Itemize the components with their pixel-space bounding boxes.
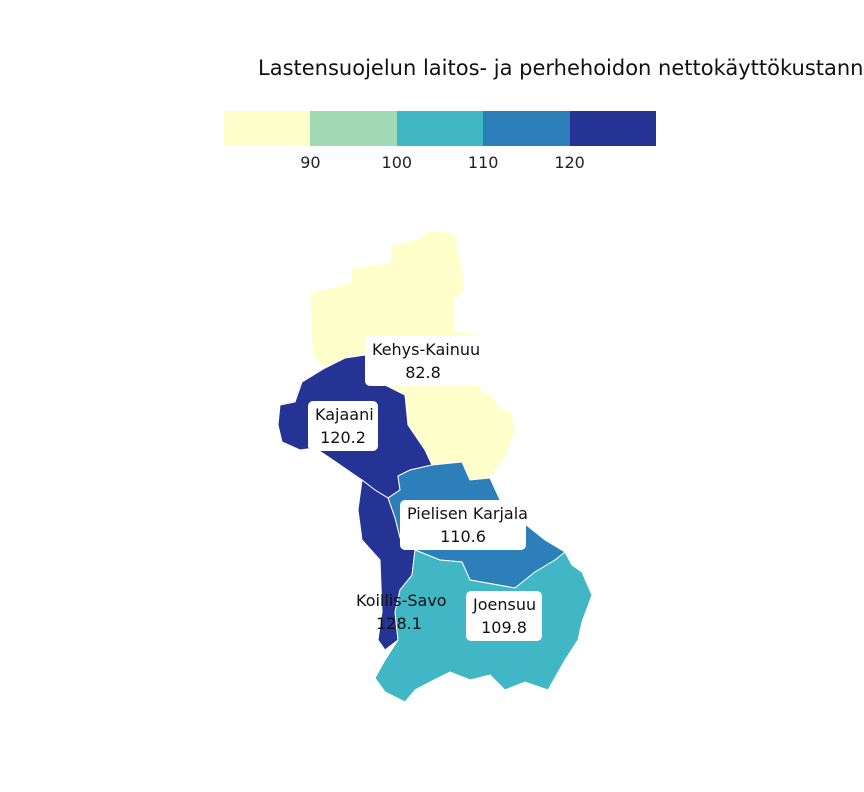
color-legend: 90 100 110 120 [224, 111, 656, 181]
legend-swatch [483, 111, 570, 146]
legend-swatch [224, 111, 311, 146]
region-label-joensuu: Joensuu 109.8 [466, 591, 542, 641]
legend-swatch [310, 111, 397, 146]
region-value: 109.8 [481, 618, 527, 637]
region-value: 82.8 [405, 363, 441, 382]
region-value: 120.2 [320, 428, 366, 447]
legend-tick-label: 110 [467, 153, 499, 172]
region-label-koillis-savo: Koillis-Savo 128.1 [349, 587, 449, 637]
region-name: Kajaani [315, 405, 374, 424]
legend-swatch [569, 111, 656, 146]
region-label-kehys-kainuu: Kehys-Kainuu 82.8 [365, 336, 481, 386]
map-title: Lastensuojelun laitos- ja perhehoidon ne… [258, 56, 864, 80]
legend-tick-label: 120 [554, 153, 585, 172]
legend-tick-label: 90 [300, 153, 321, 172]
region-value: 128.1 [376, 614, 422, 633]
region-name: Pielisen Karjala [407, 504, 528, 523]
region-name: Kehys-Kainuu [372, 340, 481, 359]
legend-tick-label: 100 [381, 153, 413, 172]
legend-swatch [396, 111, 484, 146]
region-name: Joensuu [473, 595, 537, 614]
region-label-pielisen-karjala: Pielisen Karjala 110.6 [400, 500, 528, 550]
region-label-kajaani: Kajaani 120.2 [308, 401, 378, 451]
region-name: Koillis-Savo [356, 591, 447, 610]
region-value: 110.6 [440, 527, 486, 546]
